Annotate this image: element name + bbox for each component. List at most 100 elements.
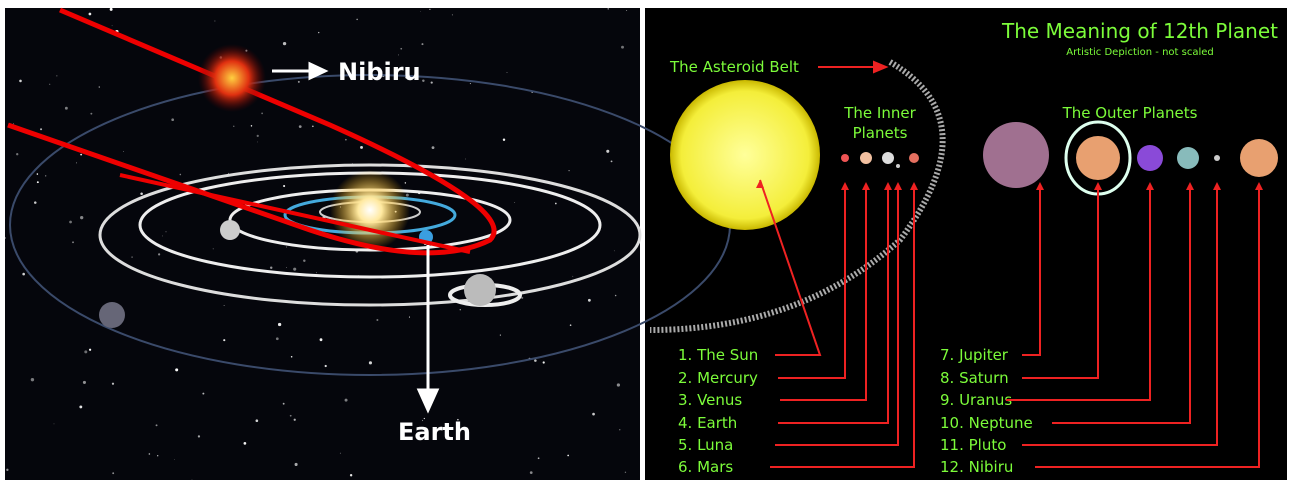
- star: [37, 181, 39, 183]
- star: [299, 125, 302, 128]
- star: [293, 268, 296, 271]
- star: [215, 21, 216, 22]
- star: [405, 182, 406, 183]
- star: [156, 424, 158, 426]
- star: [369, 361, 372, 364]
- star: [276, 337, 279, 340]
- star: [534, 359, 537, 362]
- star: [400, 48, 402, 50]
- star: [409, 317, 410, 318]
- star: [420, 11, 421, 12]
- star: [621, 46, 624, 49]
- star: [567, 455, 569, 457]
- star: [283, 185, 285, 187]
- star: [283, 42, 286, 45]
- star: [99, 86, 100, 87]
- star: [572, 276, 573, 277]
- star: [158, 253, 160, 255]
- list-item: 12. Nibiru: [940, 458, 1013, 476]
- list-item: 6. Mars: [678, 458, 733, 476]
- star: [611, 160, 613, 162]
- star: [421, 43, 423, 45]
- star: [360, 146, 363, 149]
- star: [619, 429, 620, 430]
- list-item: 10. Neptune: [940, 414, 1033, 432]
- list-item: 9. Uranus: [940, 391, 1012, 409]
- star: [80, 154, 82, 156]
- star: [325, 365, 327, 367]
- star: [244, 442, 247, 445]
- star: [65, 107, 68, 110]
- star: [530, 471, 533, 474]
- star: [398, 55, 399, 56]
- star: [6, 469, 8, 471]
- star: [570, 324, 572, 326]
- star: [54, 423, 55, 424]
- star: [340, 453, 341, 454]
- star: [223, 339, 225, 341]
- star: [69, 221, 72, 224]
- star: [123, 151, 124, 152]
- star: [37, 173, 39, 175]
- sun: [670, 80, 820, 230]
- star: [90, 113, 92, 115]
- star: [431, 81, 433, 83]
- star: [350, 474, 352, 476]
- list-item: 3. Venus: [678, 391, 742, 409]
- star: [294, 419, 296, 421]
- star: [538, 457, 540, 459]
- star: [257, 135, 259, 137]
- star: [49, 84, 50, 85]
- list-item: 7. Jupiter: [940, 346, 1009, 364]
- list-item: 11. Pluto: [940, 436, 1006, 454]
- star: [34, 201, 37, 204]
- star: [192, 479, 193, 480]
- star: [110, 8, 113, 11]
- star: [286, 267, 287, 268]
- star: [312, 125, 314, 127]
- star: [79, 405, 82, 408]
- list-item: 2. Mercury: [678, 369, 758, 387]
- star: [224, 305, 225, 306]
- star: [112, 25, 113, 26]
- star: [83, 381, 86, 384]
- label: The Asteroid Belt: [669, 58, 799, 76]
- left-panel: [5, 8, 640, 480]
- star: [4, 237, 6, 239]
- star: [568, 170, 569, 171]
- page: Nibiru Earth The Meaning of 12th Planet …: [0, 0, 1292, 485]
- star: [112, 383, 114, 385]
- star: [614, 250, 615, 251]
- star: [198, 435, 200, 437]
- star: [13, 123, 14, 124]
- star: [465, 159, 466, 160]
- star: [256, 419, 259, 422]
- star: [432, 146, 435, 149]
- star: [131, 256, 132, 257]
- star: [506, 72, 507, 73]
- star: [615, 295, 617, 297]
- moon: [220, 220, 240, 240]
- star: [320, 338, 323, 341]
- star: [452, 14, 453, 15]
- star: [72, 241, 74, 243]
- star: [429, 9, 430, 10]
- star: [174, 459, 175, 460]
- star: [31, 378, 34, 381]
- list-item: 4. Earth: [678, 414, 737, 432]
- label: Planets: [853, 124, 908, 142]
- star: [626, 10, 627, 11]
- title: The Meaning of 12th Planet: [1001, 19, 1278, 43]
- star: [514, 202, 515, 203]
- star: [283, 403, 285, 405]
- star: [213, 248, 214, 249]
- star: [157, 455, 158, 456]
- star: [503, 138, 505, 140]
- star: [84, 350, 87, 353]
- star: [89, 349, 91, 351]
- star: [278, 323, 281, 326]
- star: [588, 299, 591, 302]
- star: [422, 79, 424, 81]
- star: [202, 393, 204, 395]
- star: [291, 356, 293, 358]
